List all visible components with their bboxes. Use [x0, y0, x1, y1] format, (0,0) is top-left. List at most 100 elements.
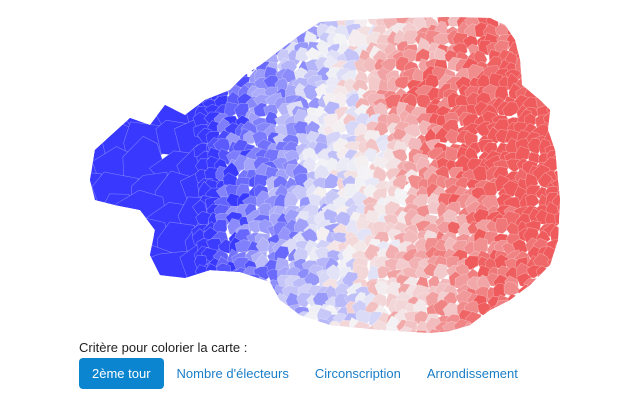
polling-district-cell[interactable]	[545, 81, 562, 95]
polling-district-cell[interactable]	[203, 301, 220, 320]
polling-district-cell[interactable]	[530, 283, 546, 300]
polling-district-cell[interactable]	[442, 331, 463, 335]
polling-district-cell[interactable]	[549, 123, 563, 140]
polling-district-cell[interactable]	[553, 259, 569, 274]
polling-district-cell[interactable]	[236, 6, 256, 20]
polling-district-cell[interactable]	[208, 289, 224, 308]
polling-district-cell[interactable]	[225, 274, 243, 292]
polling-district-cell[interactable]	[485, 3, 503, 20]
polling-district-cell[interactable]	[332, 328, 351, 335]
polling-district-cell[interactable]	[485, 331, 500, 335]
polling-district-cell[interactable]	[266, 32, 282, 48]
polling-district-cell[interactable]	[501, 101, 521, 117]
polling-district-cell[interactable]	[423, 1, 441, 20]
polling-district-cell[interactable]	[308, 325, 321, 335]
polling-district-cell[interactable]	[256, 307, 270, 325]
polling-district-cell[interactable]	[277, 4, 294, 21]
polling-district-cell[interactable]	[284, 327, 301, 335]
polling-district-cell[interactable]	[534, 294, 550, 311]
polling-district-cell[interactable]	[533, 22, 547, 37]
polling-district-cell[interactable]	[466, 327, 481, 335]
polling-district-cell[interactable]	[472, 327, 489, 335]
polling-district-cell[interactable]	[435, 329, 452, 335]
polling-district-cell[interactable]	[534, 321, 553, 335]
polling-district-cell[interactable]	[238, 317, 254, 333]
polling-district-cell[interactable]	[548, 7, 564, 24]
polling-district-cell[interactable]	[244, 311, 260, 330]
polling-district-cell[interactable]	[235, 328, 253, 335]
polling-district-cell[interactable]	[267, 16, 282, 31]
polling-district-cell[interactable]	[323, 6, 340, 20]
polling-district-cell[interactable]	[477, 321, 495, 335]
polling-district-cell[interactable]	[193, 80, 209, 95]
polling-district-cell[interactable]	[545, 320, 559, 335]
polling-district-cell[interactable]	[217, 66, 235, 82]
polling-district-cell[interactable]	[555, 115, 571, 130]
polling-district-cell[interactable]	[317, 329, 333, 336]
polling-district-cell[interactable]	[528, 329, 545, 335]
polling-district-cell[interactable]	[227, 48, 244, 66]
polling-district-cell[interactable]	[546, 93, 563, 111]
polling-district-cell[interactable]	[506, 293, 522, 311]
polling-district-cell[interactable]	[251, 31, 270, 48]
polling-district-cell[interactable]	[195, 283, 210, 297]
polling-district-cell[interactable]	[394, 75, 409, 90]
polling-district-cell[interactable]	[71, 199, 115, 241]
polling-district-cell[interactable]	[255, 282, 269, 299]
polling-district-cell[interactable]	[194, 276, 211, 292]
polling-district-cell[interactable]	[327, 329, 341, 335]
polling-district-cell[interactable]	[202, 270, 220, 291]
polling-district-cell[interactable]	[552, 29, 570, 47]
polling-district-cell[interactable]	[524, 14, 539, 27]
polling-district-cell[interactable]	[203, 3, 221, 19]
polling-district-cell[interactable]	[317, 1, 336, 19]
polling-district-cell[interactable]	[192, 15, 208, 33]
polling-district-cell[interactable]	[412, 330, 429, 335]
polling-district-cell[interactable]	[243, 289, 263, 308]
polling-district-cell[interactable]	[304, 319, 320, 335]
polling-district-cell[interactable]	[245, 273, 262, 289]
polling-district-cell[interactable]	[236, 17, 255, 31]
polling-district-cell[interactable]	[206, 23, 222, 40]
polling-district-cell[interactable]	[295, 328, 316, 335]
polling-district-cell[interactable]	[494, 217, 510, 235]
polling-district-cell[interactable]	[351, 330, 368, 335]
polling-district-cell[interactable]	[236, 310, 252, 326]
polling-district-cell[interactable]	[517, 5, 532, 22]
polling-district-cell[interactable]	[512, 298, 529, 317]
polling-district-cell[interactable]	[402, 29, 419, 46]
arrondissement-button[interactable]: Arrondissement	[426, 366, 518, 381]
polling-district-cell[interactable]	[365, 331, 384, 335]
polling-district-cell[interactable]	[376, 265, 392, 279]
polling-district-cell[interactable]	[554, 51, 572, 67]
polling-district-cell[interactable]	[551, 68, 568, 86]
polling-district-cell[interactable]	[523, 30, 542, 48]
polling-district-cell[interactable]	[205, 52, 223, 70]
polling-district-cell[interactable]	[206, 40, 222, 57]
polling-district-cell[interactable]	[552, 300, 572, 316]
polling-district-cell[interactable]	[205, 309, 220, 325]
polling-district-cell[interactable]	[215, 293, 233, 310]
polling-district-cell[interactable]	[204, 79, 221, 95]
polling-district-cell[interactable]	[535, 7, 553, 26]
polling-district-cell[interactable]	[292, 15, 310, 30]
polling-district-cell[interactable]	[558, 263, 575, 281]
polling-district-cell[interactable]	[515, 28, 532, 45]
polling-district-cell[interactable]	[537, 14, 554, 31]
polling-district-cell[interactable]	[542, 328, 560, 336]
polling-district-cell[interactable]	[535, 273, 551, 293]
polling-district-cell[interactable]	[545, 11, 561, 31]
polling-district-cell[interactable]	[67, 217, 112, 272]
polling-district-cell[interactable]	[244, 32, 258, 48]
polling-district-cell[interactable]	[231, 302, 252, 319]
polling-district-cell[interactable]	[545, 280, 561, 299]
polling-district-cell[interactable]	[214, 7, 233, 21]
polling-district-cell[interactable]	[517, 43, 534, 59]
polling-district-cell[interactable]	[213, 328, 232, 335]
polling-district-cell[interactable]	[479, 313, 493, 330]
polling-district-cell[interactable]	[245, 47, 263, 66]
polling-district-cell[interactable]	[197, 69, 215, 84]
polling-district-cell[interactable]	[273, 302, 288, 319]
polling-district-cell[interactable]	[504, 329, 523, 336]
polling-district-cell[interactable]	[203, 61, 221, 75]
